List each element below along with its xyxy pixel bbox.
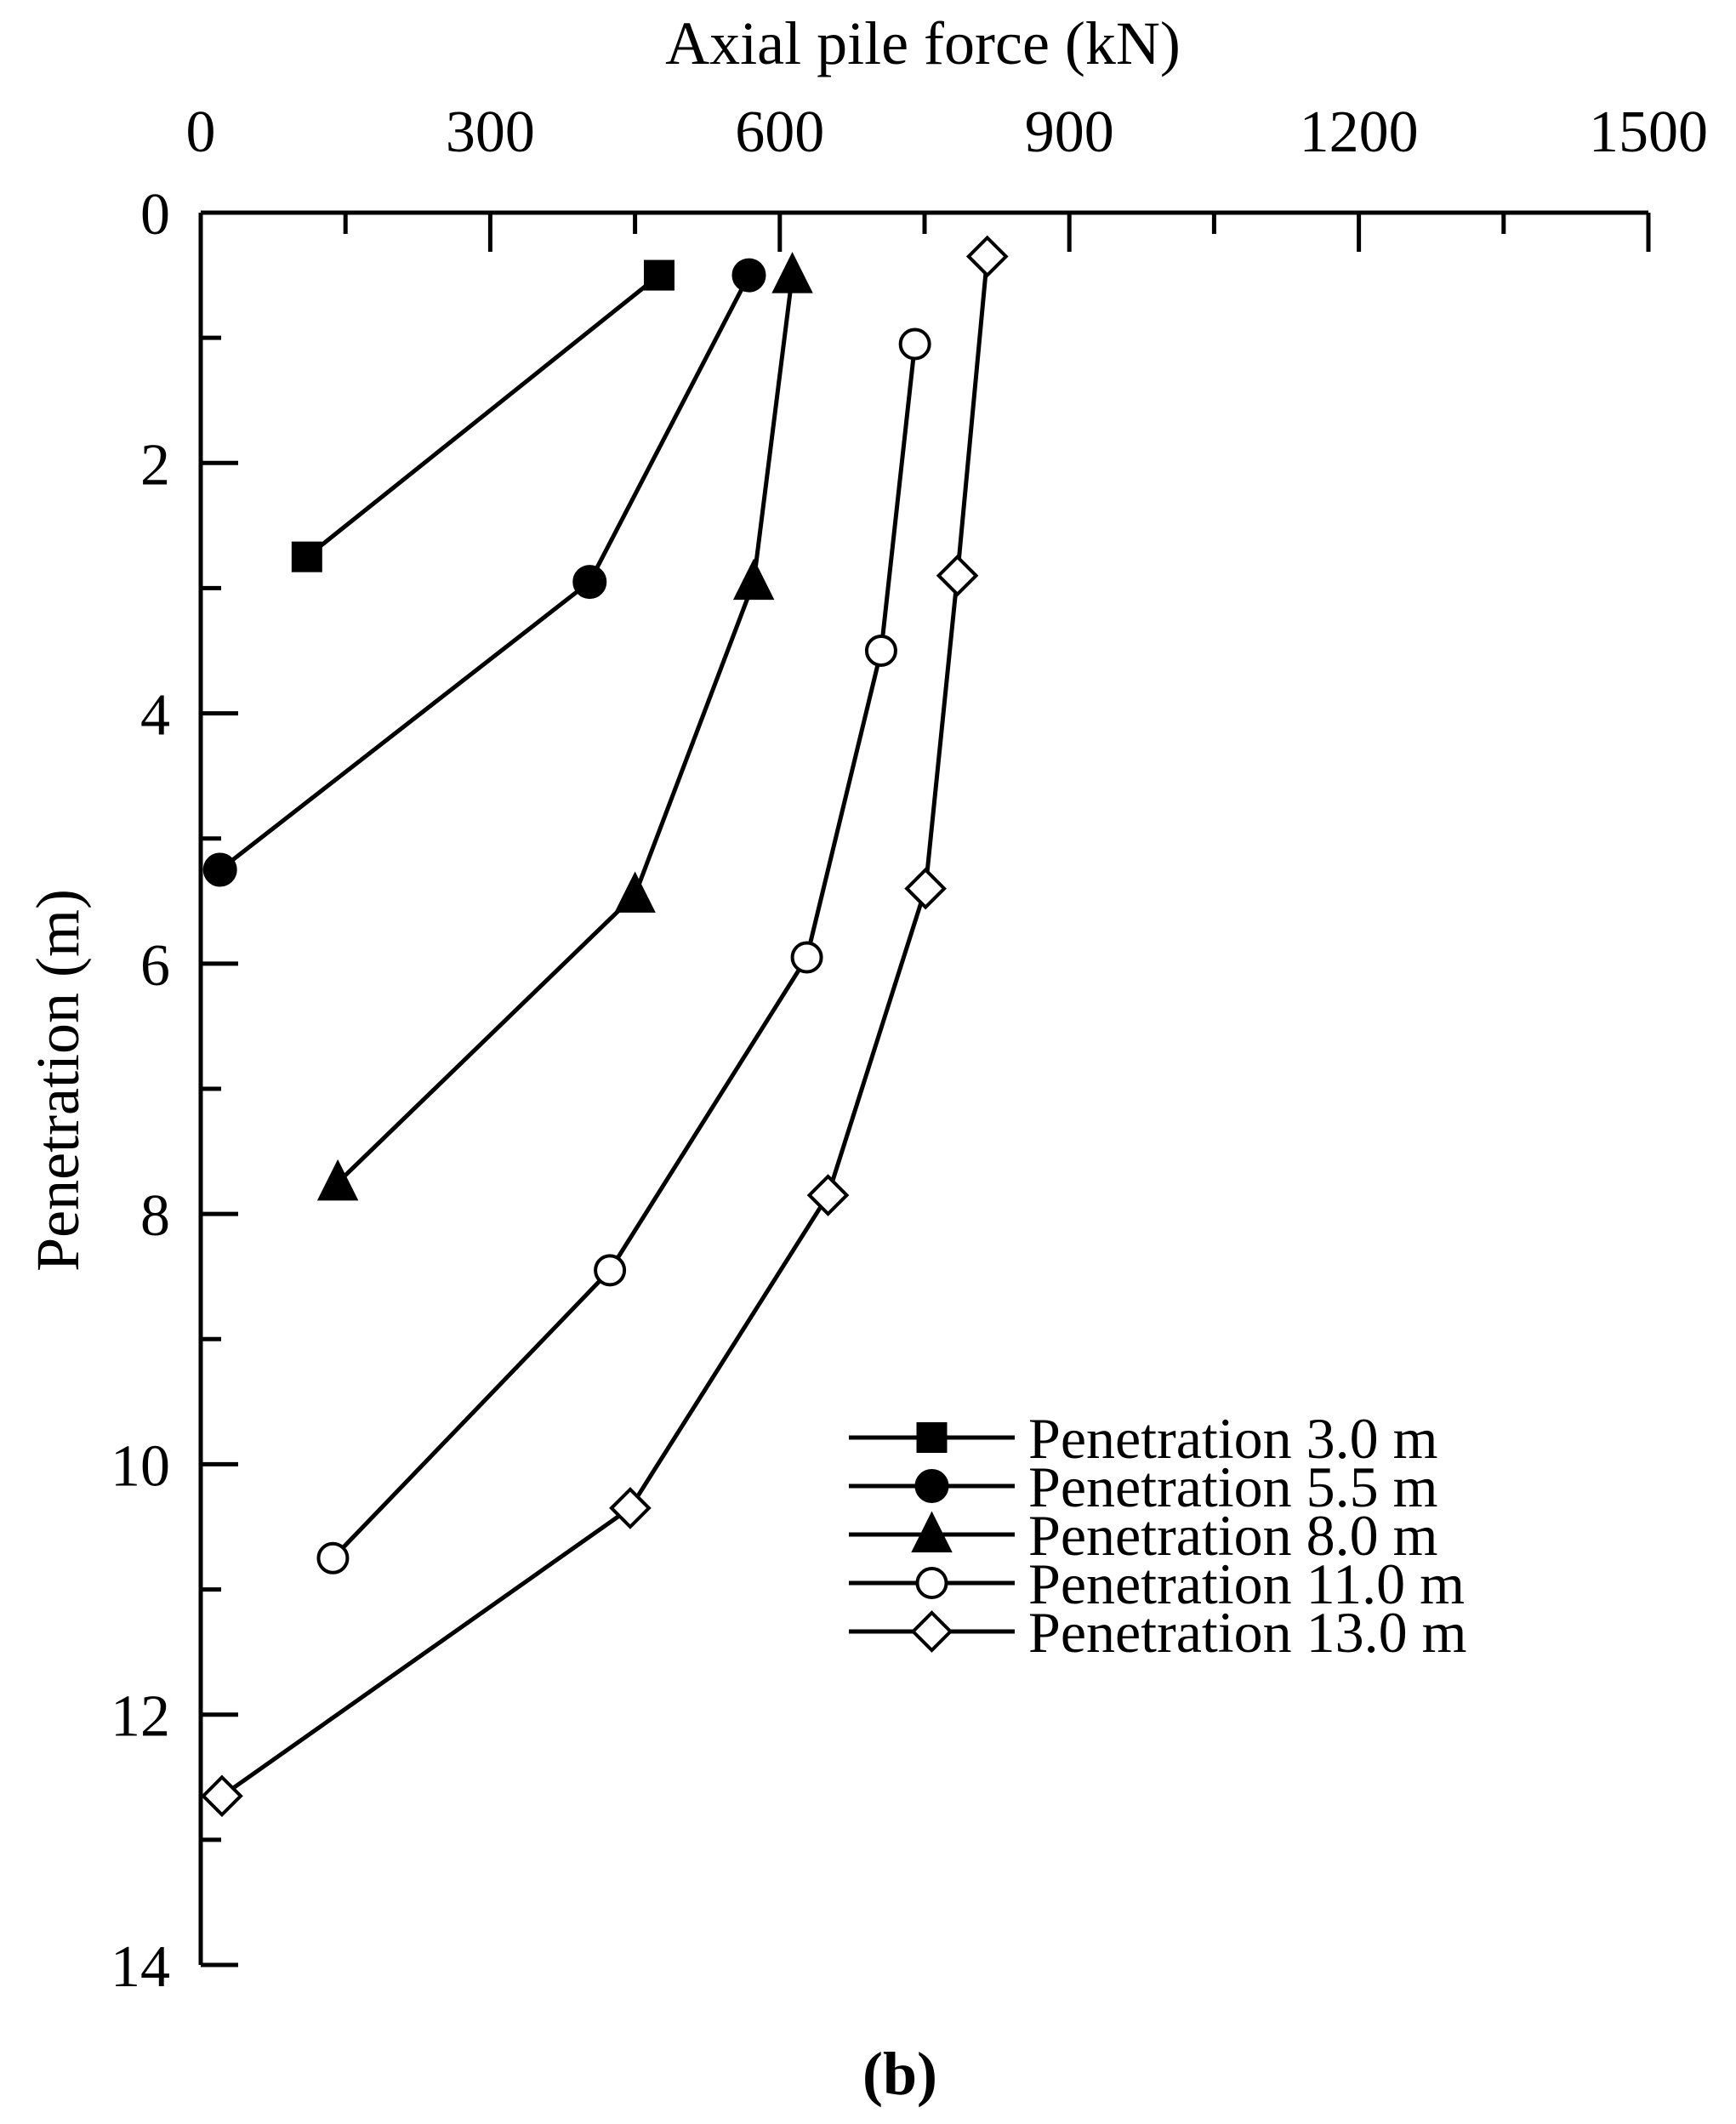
legend-marker [914, 1469, 949, 1503]
x-tick-label: 300 [446, 100, 535, 165]
legend-item: Penetration 8.0 m [849, 1503, 1438, 1568]
legend-marker [911, 1511, 953, 1552]
data-point [898, 327, 931, 361]
data-point [965, 235, 1009, 278]
series-layer [201, 235, 1009, 1818]
legend-marker [915, 1567, 948, 1599]
series-line [220, 256, 990, 1798]
data-point [594, 1254, 627, 1287]
y-tick-label: 6 [140, 933, 170, 999]
x-tick-label: 900 [1025, 100, 1114, 165]
legend-label: Penetration 3.0 m [1028, 1406, 1438, 1471]
y-tick-label: 12 [111, 1684, 170, 1750]
y-tick-label: 2 [140, 432, 170, 498]
series-line [219, 274, 751, 872]
data-point [614, 871, 656, 913]
data-point [732, 558, 775, 601]
data-point [201, 1774, 243, 1818]
data-point [291, 541, 322, 572]
y-tick-label: 8 [140, 1183, 170, 1249]
series-line [305, 273, 661, 559]
legend-label: Penetration 8.0 m [1028, 1503, 1438, 1568]
series-2 [202, 258, 766, 887]
data-point [572, 565, 607, 600]
x-tick-label: 1500 [1589, 100, 1708, 165]
legend-label: Penetration 11.0 m [1028, 1552, 1465, 1616]
data-point [936, 554, 979, 597]
legend-marker [910, 1610, 953, 1653]
x-tick-label: 0 [186, 100, 216, 165]
x-tick-label: 600 [735, 100, 824, 165]
legend-item: Penetration 3.0 m [849, 1406, 1438, 1471]
x-axis-title: Axial pile force (kN) [665, 9, 1181, 77]
series-3 [316, 252, 813, 1201]
series-line [336, 275, 795, 1185]
data-point [316, 1541, 350, 1574]
data-point [864, 635, 897, 667]
axes [198, 210, 1648, 1965]
data-point [316, 1159, 359, 1201]
legend-label: Penetration 5.5 m [1028, 1455, 1438, 1519]
y-tick-label: 4 [140, 683, 170, 749]
data-point [904, 867, 947, 910]
data-point [771, 252, 813, 293]
x-axis-ticks: 0 300 600 900 1200 1500 [186, 100, 1708, 252]
x-tick-label: 1200 [1300, 100, 1419, 165]
data-point [806, 1174, 850, 1216]
y-tick-label: 10 [111, 1433, 170, 1499]
series-4 [316, 327, 931, 1574]
legend-label: Penetration 13.0 m [1028, 1600, 1467, 1665]
series-1 [291, 259, 674, 572]
legend-item: Penetration 13.0 m [849, 1600, 1467, 1665]
data-point [643, 259, 674, 291]
legend-item: Penetration 11.0 m [849, 1552, 1465, 1616]
series-line [331, 344, 918, 1560]
y-tick-label: 0 [140, 182, 170, 248]
data-point [731, 258, 766, 293]
legend-marker [916, 1422, 948, 1453]
series-5 [201, 235, 1009, 1818]
figure-caption: (b) [862, 2040, 937, 2108]
y-axis-ticks: 0 2 4 6 8 10 12 14 [111, 182, 238, 2000]
data-point [609, 1487, 652, 1529]
data-point [202, 852, 237, 887]
y-tick-label: 14 [111, 1934, 170, 2000]
legend-item: Penetration 5.5 m [849, 1455, 1438, 1519]
data-point [790, 941, 823, 974]
y-axis-title: Penetration (m) [24, 889, 92, 1272]
